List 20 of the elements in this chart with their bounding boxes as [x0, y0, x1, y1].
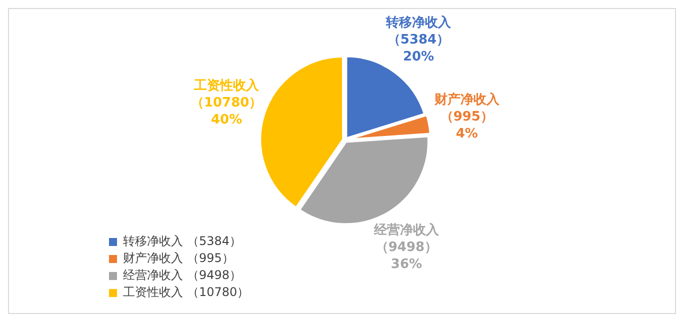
text: （995）: [187, 251, 234, 265]
data-label: （9498）: [375, 240, 438, 256]
text: 20%: [402, 50, 434, 65]
slice-label: 经营净收入: [372, 222, 440, 238]
text: （10780）: [187, 285, 250, 299]
data-label: （10780）: [190, 96, 262, 111]
text: 4%: [456, 126, 478, 142]
data-label: （5384）: [387, 32, 450, 48]
legend-label: 转移净收入: [123, 233, 183, 250]
data-label: （995）: [440, 110, 494, 125]
legend-label: 财产净收入: [123, 250, 183, 267]
legend-label: 工资性收入: [123, 284, 183, 301]
slice-label: 工资性收入: [193, 78, 260, 94]
legend-label: 经营净收入: [123, 267, 183, 284]
slice-label: 财产净收入: [433, 92, 500, 108]
text: 36%: [390, 257, 422, 272]
text: （9498）: [187, 268, 242, 282]
slice-label: 转移净收入: [385, 14, 452, 31]
text: 40%: [210, 112, 242, 128]
text: （5384）: [187, 234, 242, 248]
